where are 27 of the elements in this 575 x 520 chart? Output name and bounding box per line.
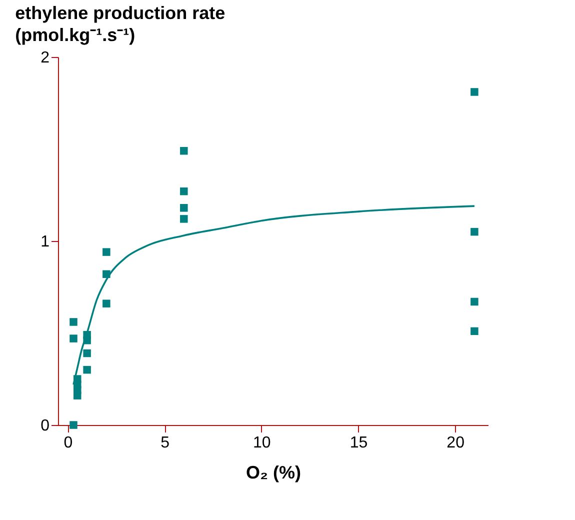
y-tick-label: 0 (40, 418, 50, 434)
x-tick-label: 15 (350, 434, 368, 452)
point (73, 392, 82, 400)
point (83, 349, 91, 358)
y-tick-label: 2 (40, 50, 50, 66)
point (180, 215, 188, 223)
x-tick-label: 0 (64, 434, 73, 452)
point (470, 327, 478, 336)
point (70, 334, 78, 342)
x-tick-label: 20 (446, 434, 465, 452)
point (180, 146, 188, 155)
point (70, 318, 78, 326)
point (70, 421, 78, 429)
point (470, 88, 478, 96)
x-tick-label: 5 (160, 434, 170, 452)
point (102, 248, 110, 256)
point (83, 366, 91, 374)
point (102, 300, 110, 308)
y-tick-label: 1 (40, 234, 50, 250)
point (470, 228, 478, 236)
x-tick-label: 10 (252, 434, 271, 452)
y-axis-title: ethylene production rate (pmol.kg⁻¹.s⁻¹) (15, 3, 226, 45)
point (102, 270, 110, 278)
point (180, 187, 188, 196)
x-axis-title: O₂ (%) (246, 462, 301, 482)
point (470, 298, 478, 306)
point (180, 204, 188, 212)
